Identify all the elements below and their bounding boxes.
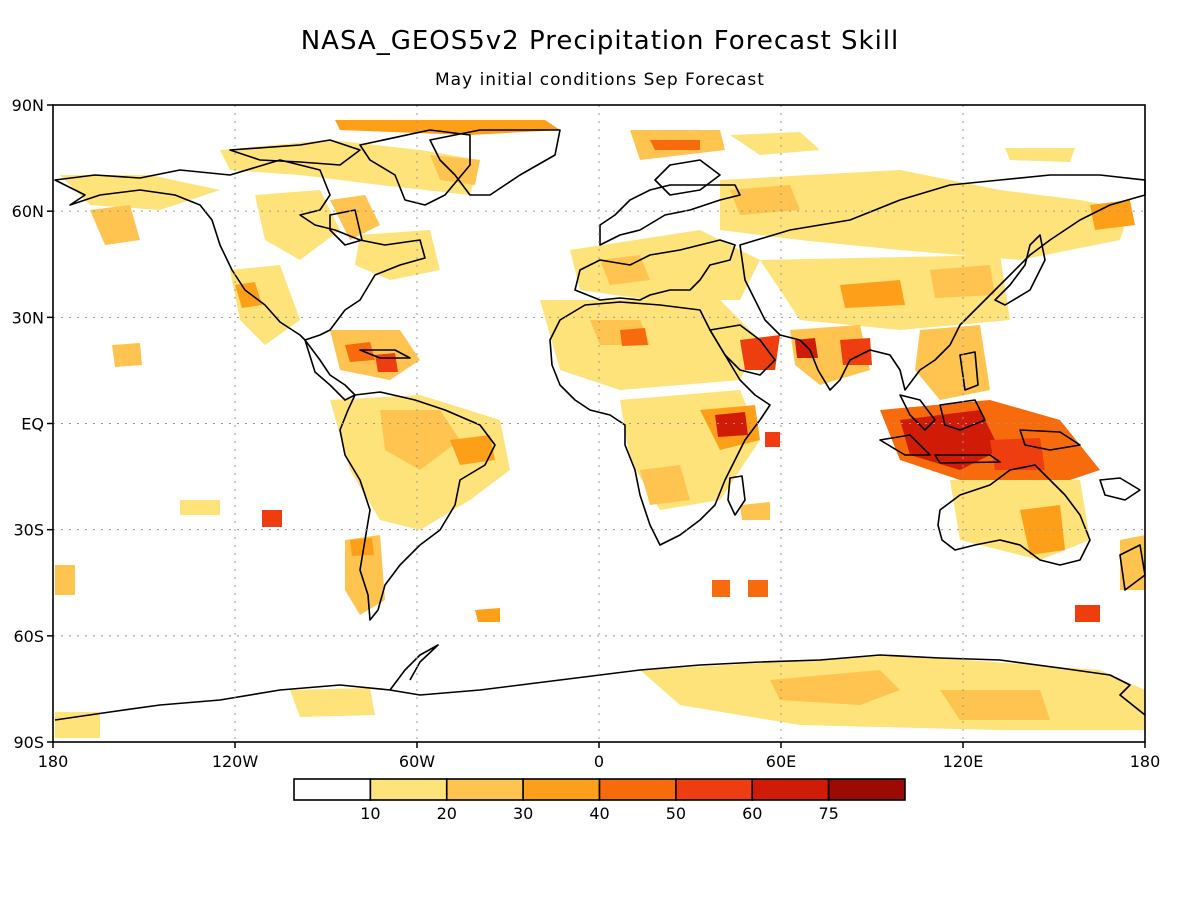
colorbar-bin xyxy=(293,778,372,801)
lat-tick-label: 30S xyxy=(13,521,44,540)
colorbar: 10 20 30 40 50 60 75 xyxy=(293,778,906,823)
colorbar-bin xyxy=(751,778,830,801)
colorbar-label: 75 xyxy=(818,804,838,823)
map-title: NASA_GEOS5v2 Precipitation Forecast Skil… xyxy=(300,26,900,56)
colorbar-label: 40 xyxy=(589,804,609,823)
colorbar-label: 60 xyxy=(742,804,762,823)
colorbar-label: 10 xyxy=(360,804,380,823)
colorbar-bin xyxy=(827,778,906,801)
colorbar-bin xyxy=(675,778,754,801)
lon-tick-label: 60W xyxy=(399,752,435,771)
colorbar-label: 50 xyxy=(666,804,686,823)
lon-tick-label: 0 xyxy=(594,752,604,771)
lat-tick-label: 30N xyxy=(12,308,44,327)
colorbar-bin xyxy=(598,778,677,801)
skill-patches xyxy=(55,120,1145,738)
colorbar-bin xyxy=(369,778,448,801)
lon-tick-label: 180 xyxy=(38,752,69,771)
lat-tick-label: 60S xyxy=(13,627,44,646)
lon-tick-label: 120W xyxy=(212,752,259,771)
lon-tick-label: 180 xyxy=(1130,752,1161,771)
coastlines xyxy=(54,129,1146,721)
colorbar-label: 20 xyxy=(437,804,457,823)
lat-tick-label: 90N xyxy=(12,96,44,115)
lat-tick-label: EQ xyxy=(21,415,44,434)
colorbar-bin xyxy=(522,778,601,801)
lon-tick-label: 60E xyxy=(766,752,796,771)
lat-tick-label: 60N xyxy=(12,202,44,221)
lat-tick-label: 90S xyxy=(13,733,44,752)
map-subtitle: May initial conditions Sep Forecast xyxy=(435,70,765,90)
map-border xyxy=(52,104,1146,743)
colorbar-bin xyxy=(445,778,524,801)
colorbar-label: 30 xyxy=(513,804,533,823)
lon-tick-label: 120E xyxy=(943,752,984,771)
